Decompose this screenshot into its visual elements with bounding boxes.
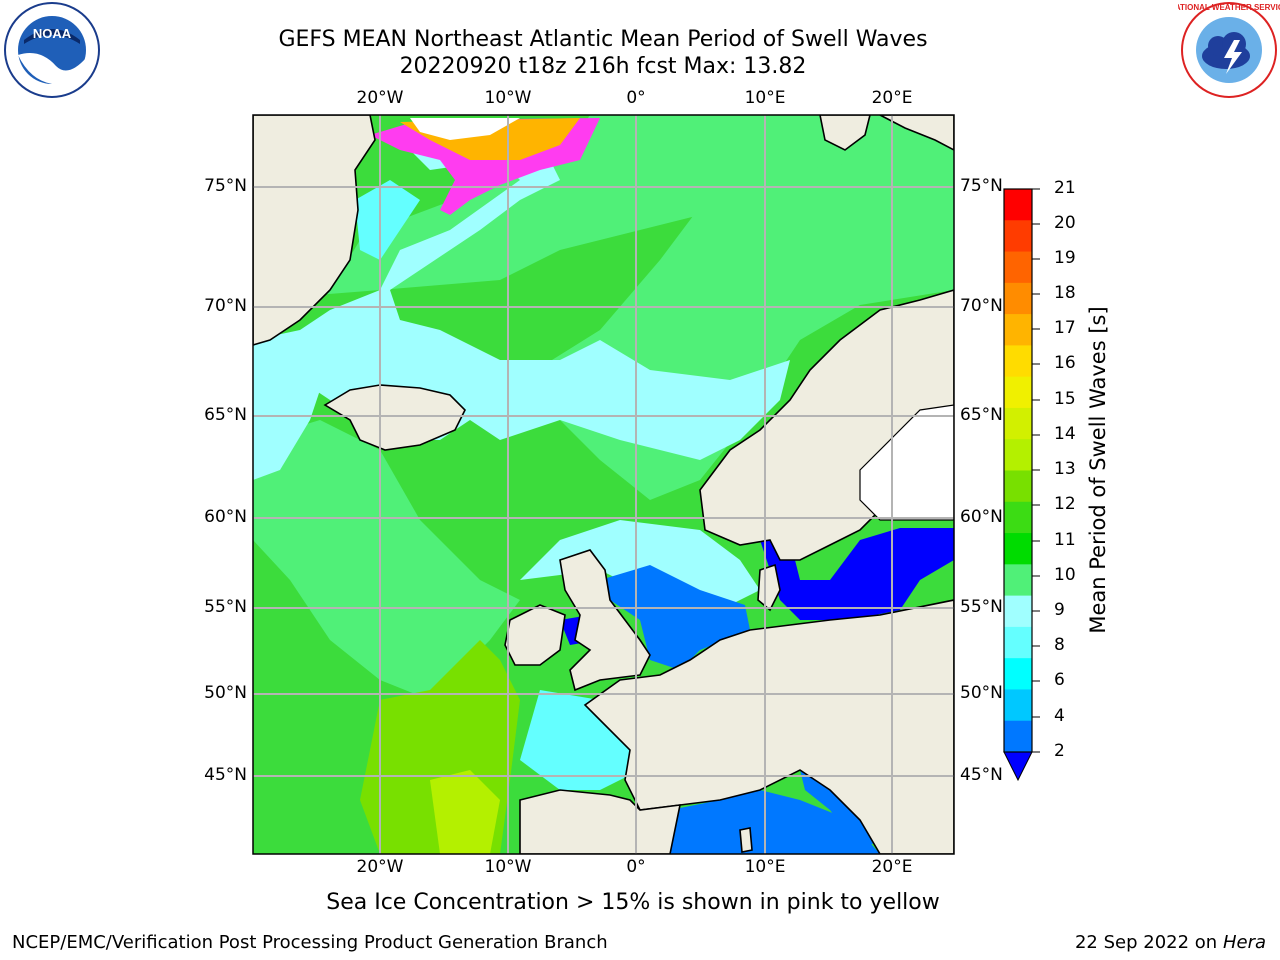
colorbar-extend-arrow <box>1003 751 1033 782</box>
colorbar-segment <box>1004 407 1032 440</box>
colorbar-segment <box>1004 314 1032 346</box>
adriatic-low-period <box>800 770 880 850</box>
colorbar-tick-label: 20 <box>1054 213 1076 233</box>
colorbar-segment <box>1004 720 1032 753</box>
chart-title: GEFS MEAN Northeast Atlantic Mean Period… <box>278 27 928 52</box>
svalbard-east-land <box>879 115 954 151</box>
colorbar-segment <box>1004 564 1032 597</box>
lon-label-bottom: 0° <box>626 857 646 877</box>
lat-label-left: 60°N <box>204 507 247 527</box>
lat-label-right: 50°N <box>960 683 1003 703</box>
colorbar-segment <box>1004 282 1032 315</box>
footer-host: Hera <box>1222 932 1266 953</box>
colorbar-tick-label: 14 <box>1054 424 1076 444</box>
sea-ice-caption: Sea Ice Concentration > 15% is shown in … <box>326 890 940 915</box>
sweden-interior-white <box>859 404 954 521</box>
lon-label-top: 0° <box>626 88 646 108</box>
baltic-low-period <box>760 528 954 620</box>
gridlines <box>253 115 954 854</box>
colorbar-tick-label: 6 <box>1054 670 1065 690</box>
colorbar-tick-label: 18 <box>1054 283 1076 303</box>
colorbar-segment <box>1004 251 1032 284</box>
colorbar-segment <box>1004 439 1032 471</box>
footer-branch: NCEP/EMC/Verification Post Processing Pr… <box>12 932 608 953</box>
colorbar-segment <box>1004 501 1032 534</box>
lat-label-right: 45°N <box>960 765 1003 785</box>
colorbar-tick-label: 2 <box>1054 741 1065 761</box>
colorbar-tick-label: 11 <box>1054 530 1076 550</box>
colorbar-tick-label: 8 <box>1054 635 1065 655</box>
colorbar-tick-label: 9 <box>1054 600 1065 620</box>
lat-label-left: 75°N <box>204 176 247 196</box>
ocean-period-8-9-north <box>300 140 790 460</box>
lat-label-right: 70°N <box>960 296 1003 316</box>
lon-label-top: 20°W <box>356 88 404 108</box>
colorbar-segment <box>1004 626 1032 659</box>
great-britain-land <box>559 549 651 692</box>
mediterranean-low-period <box>670 790 880 854</box>
colorbar-tick-label: 4 <box>1054 706 1065 726</box>
ocean-period-8-9-west <box>253 330 330 480</box>
colorbar-tick-label: 21 <box>1054 178 1076 198</box>
chart-subtitle: 20220920 t18z 216h fcst Max: 13.82 <box>399 54 807 79</box>
colorbar-tick-label: 10 <box>1054 565 1076 585</box>
colorbar-segment <box>1004 376 1032 409</box>
svalbard-land <box>819 115 871 151</box>
colorbar-segment <box>1004 595 1032 628</box>
lat-label-left: 65°N <box>204 405 247 425</box>
colorbar-segment <box>1004 470 1032 503</box>
lat-label-left: 70°N <box>204 296 247 316</box>
lon-label-top: 20°E <box>871 88 913 108</box>
lon-label-top: 10°W <box>484 88 532 108</box>
lat-label-right: 75°N <box>960 176 1003 196</box>
noaa-logo-text: NOAA <box>33 26 72 41</box>
colorbar-title: Mean Period of Swell Waves [s] <box>1086 306 1110 634</box>
colorbar-tick-label: 12 <box>1054 494 1076 514</box>
footer-date-text: 22 Sep 2022 on <box>1074 932 1218 953</box>
footer-date: 22 Sep 2022 on Hera <box>1075 932 1266 953</box>
colorbar-segment <box>1004 189 1032 221</box>
map-frame <box>252 114 955 855</box>
nws-logo: NATIONAL WEATHER SERVICE <box>1178 2 1280 98</box>
iberia-land <box>519 789 682 854</box>
colorbar-frame <box>1003 188 1033 753</box>
lon-label-top: 10°E <box>744 88 786 108</box>
noaa-logo: NOAA <box>4 2 100 98</box>
lon-label-bottom: 20°E <box>871 857 913 877</box>
ireland-land <box>504 604 566 666</box>
colorbar <box>1004 188 1040 753</box>
sea-ice-white <box>410 118 520 140</box>
north-sea-low-period <box>600 565 750 670</box>
lat-label-left: 50°N <box>204 683 247 703</box>
iceland-land <box>323 384 466 451</box>
continental-europe-land <box>583 599 954 854</box>
ocean-period-12-13 <box>430 770 500 854</box>
jutland-land <box>757 563 781 612</box>
lat-label-right: 60°N <box>960 507 1003 527</box>
colorbar-segment <box>1004 689 1032 722</box>
colorbar-tick-label: 16 <box>1054 353 1076 373</box>
lat-label-left: 55°N <box>204 597 247 617</box>
sardinia-land <box>739 827 753 853</box>
ocean-period-8-9-uk <box>520 520 760 610</box>
colorbar-tick-label: 19 <box>1054 248 1076 268</box>
colorbar-segment <box>1004 658 1032 690</box>
colorbar-segment <box>1004 220 1032 253</box>
colorbar-tick-label: 15 <box>1054 389 1076 409</box>
lon-label-bottom: 10°E <box>744 857 786 877</box>
lat-label-right: 55°N <box>960 597 1003 617</box>
ocean-period-7-8-greenland <box>355 180 420 260</box>
ocean-period-9-10-mid <box>253 420 520 700</box>
colorbar-segment <box>1004 345 1032 378</box>
greenland-land <box>253 115 376 346</box>
lat-label-left: 45°N <box>204 765 247 785</box>
colorbar-tick-label: 13 <box>1054 459 1076 479</box>
colorbar-tick-label: 17 <box>1054 318 1076 338</box>
lon-label-bottom: 10°W <box>484 857 532 877</box>
colorbar-segment <box>1004 533 1032 565</box>
nws-logo-text: NATIONAL WEATHER SERVICE <box>1178 3 1280 12</box>
lat-label-right: 65°N <box>960 405 1003 425</box>
lon-label-bottom: 20°W <box>356 857 404 877</box>
